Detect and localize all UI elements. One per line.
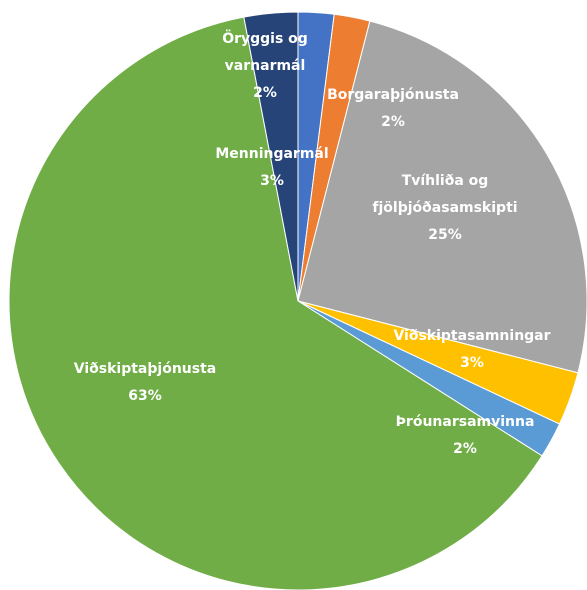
data-label: Tvíhliða og fjölþjóðasamskipti 25% bbox=[350, 168, 540, 249]
data-label: Borgaraþjónusta 2% bbox=[313, 82, 473, 136]
data-label: Öryggis og varnarmál 2% bbox=[210, 26, 320, 107]
category-label: Viðskiptaþjónusta bbox=[73, 361, 217, 377]
data-label: Viðskiptaþjónusta 63% bbox=[50, 356, 240, 410]
value-label: 2% bbox=[453, 441, 477, 457]
data-label: Þróunarsamvinna 2% bbox=[380, 409, 550, 463]
category-label: Þróunarsamvinna bbox=[395, 414, 535, 430]
category-label: Menningarmál bbox=[215, 146, 329, 162]
data-label: Menningarmál 3% bbox=[197, 141, 347, 195]
value-label: 2% bbox=[253, 85, 277, 101]
pie-slice bbox=[243, 11, 299, 302]
category-label: Viðskiptasamningar bbox=[393, 328, 551, 344]
category-label: Tvíhliða og fjölþjóðasamskipti bbox=[372, 173, 518, 216]
category-label: Borgaraþjónusta bbox=[327, 87, 459, 103]
category-label: Öryggis og varnarmál bbox=[222, 31, 308, 74]
value-label: 3% bbox=[460, 355, 484, 371]
value-label: 63% bbox=[128, 388, 162, 404]
value-label: 25% bbox=[428, 227, 462, 243]
pie-slice bbox=[8, 16, 543, 590]
value-label: 2% bbox=[381, 114, 405, 130]
data-label: Viðskiptasamningar 3% bbox=[377, 323, 567, 377]
value-label: 3% bbox=[260, 173, 284, 189]
